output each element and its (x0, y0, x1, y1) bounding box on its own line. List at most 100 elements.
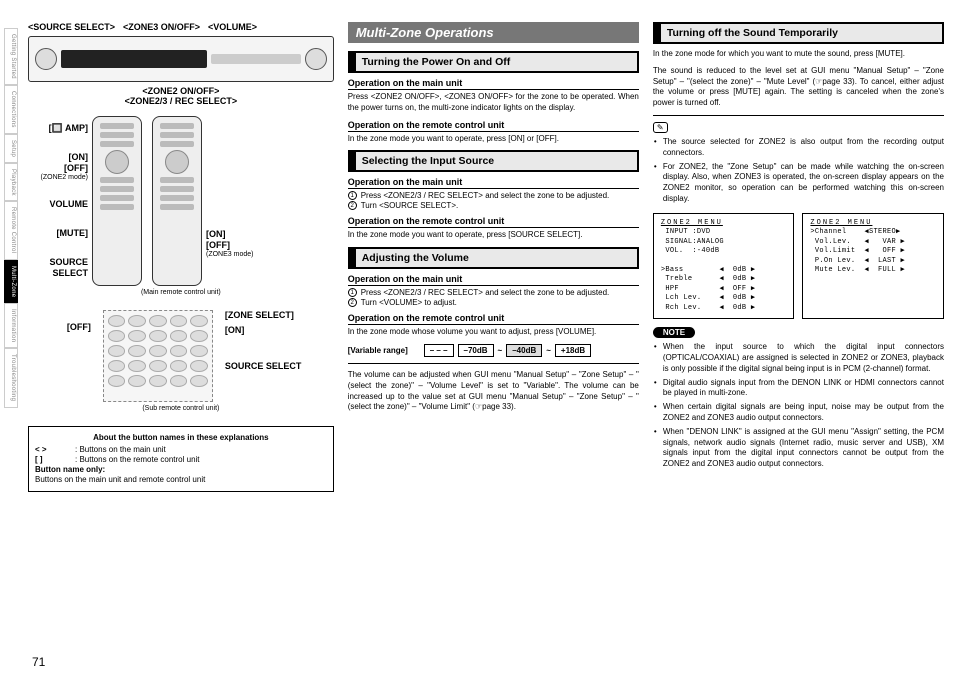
step-number-icon: 1 (348, 288, 357, 297)
sidetab-active[interactable]: Multi-Zone (4, 260, 18, 303)
pencil-icon: ✎ (653, 122, 668, 133)
about-txt: : Buttons on the remote control unit (75, 455, 200, 464)
callout: [ON] (225, 325, 311, 336)
about-sym: [ ] (35, 455, 69, 464)
info-bullets: The source selected for ZONE2 is also ou… (653, 137, 944, 205)
range-seg: +18dB (555, 344, 591, 357)
op-heading: Operation on the remote control unit (348, 216, 639, 228)
subsection-heading: Selecting the Input Source (348, 150, 639, 172)
col-left: <SOURCE SELECT> <ZONE3 ON/OFF> <VOLUME> … (28, 22, 334, 659)
op-heading: Operation on the main unit (348, 177, 639, 189)
subsection-heading: Turning the Power On and Off (348, 51, 639, 73)
col-mid: Multi-Zone Operations Turning the Power … (348, 22, 639, 659)
about-txt: : Buttons on the main unit (75, 445, 166, 454)
remote-illustration (152, 116, 202, 286)
sidetab[interactable]: Setup (4, 134, 18, 163)
callout: [ON] (28, 152, 88, 163)
buttons-icon (211, 54, 301, 64)
tilde-icon: ~ (546, 346, 551, 355)
sidetab[interactable]: Playback (4, 163, 18, 202)
body-text: In the zone mode for which you want to m… (653, 49, 944, 60)
callout: SOURCE SELECT (225, 361, 311, 372)
note-badge: NOTE (653, 327, 695, 338)
section-title: Multi-Zone Operations (348, 22, 639, 43)
bullet: Digital audio signals input from the DEN… (663, 378, 944, 400)
body-text: In the zone mode you want to operate, pr… (348, 230, 639, 241)
body-text: In the zone mode whose volume you want t… (348, 327, 639, 338)
step-text: Press <ZONE2/3 / REC SELECT> and select … (361, 288, 610, 297)
label: <ZONE2/3 / REC SELECT> (28, 96, 334, 106)
callout: [🔲 AMP] (28, 123, 88, 134)
sub-remote-illustration (103, 310, 213, 402)
label: <ZONE2 ON/OFF> (28, 86, 334, 96)
bullet: When certain digital signals are being i… (663, 402, 944, 424)
side-nav: Getting Started Connections Setup Playba… (4, 28, 18, 408)
about-title: About the button names in these explanat… (35, 433, 327, 442)
step-text: Press <ZONE2/3 / REC SELECT> and select … (361, 191, 610, 200)
bullet: For ZONE2, the "Zone Setup" can be made … (663, 162, 944, 205)
display-icon (61, 50, 207, 68)
callout: [MUTE] (28, 228, 88, 239)
osd-menu: ZONE2 MENU INPUT :DVD SIGNAL:ANALOG VOL.… (653, 213, 795, 319)
menu-title: ZONE2 MENU (661, 219, 723, 227)
page-columns: <SOURCE SELECT> <ZONE3 ON/OFF> <VOLUME> … (28, 22, 944, 659)
range-seg: –70dB (458, 344, 494, 357)
sidetab[interactable]: Remote Control (4, 201, 18, 259)
callout: [OFF] (28, 163, 88, 174)
subsection-heading: Turning off the Sound Temporarily (653, 22, 944, 44)
body-text: The volume can be adjusted when GUI menu… (348, 370, 639, 413)
sidetab[interactable]: Troubleshooting (4, 348, 18, 407)
bullet: The source selected for ZONE2 is also ou… (663, 137, 944, 159)
main-unit-top-labels: <SOURCE SELECT> <ZONE3 ON/OFF> <VOLUME> (28, 22, 334, 32)
knob-icon (305, 48, 327, 70)
callout: [ON] (206, 229, 254, 240)
op-heading: Operation on the main unit (348, 78, 639, 90)
callout: [OFF] (206, 240, 254, 251)
about-box: About the button names in these explanat… (28, 426, 334, 492)
callout: VOLUME (28, 199, 88, 210)
callout-sub: (ZONE2 mode) (28, 174, 88, 181)
step-number-icon: 2 (348, 201, 357, 210)
remote-caption: (Main remote control unit) (28, 289, 334, 296)
menu-body: >Channel ◀STEREO▶ Vol.Lev. ◀ VAR ▶ Vol.L… (810, 228, 905, 274)
op-heading: Operation on the remote control unit (348, 120, 639, 132)
about-txt: Buttons on the main unit and remote cont… (35, 475, 205, 484)
callout: SOURCE SELECT (28, 257, 88, 280)
range-seg: – – – (424, 344, 454, 357)
knob-icon (35, 48, 57, 70)
step-text: Turn <SOURCE SELECT>. (361, 201, 459, 210)
bullet: When the input source to which the digit… (663, 342, 944, 374)
about-bold: Button name only: (35, 465, 105, 474)
op-heading: Operation on the remote control unit (348, 313, 639, 325)
range-seg-highlight: –40dB (506, 344, 542, 357)
about-sym: < > (35, 445, 69, 454)
range-label: [Variable range] (348, 346, 408, 355)
step-number-icon: 1 (348, 191, 357, 200)
label: <ZONE3 ON/OFF> (123, 22, 200, 32)
callout-sub: (ZONE3 mode) (206, 251, 254, 258)
remote-illustration (92, 116, 142, 286)
bullet: When "DENON LINK" is assigned at the GUI… (663, 427, 944, 470)
sidetab[interactable]: Information (4, 303, 18, 348)
osd-menus: ZONE2 MENU INPUT :DVD SIGNAL:ANALOG VOL.… (653, 213, 944, 319)
main-unit-mid-labels: <ZONE2 ON/OFF> <ZONE2/3 / REC SELECT> (28, 86, 334, 106)
tilde-icon: ~ (498, 346, 503, 355)
sidetab[interactable]: Connections (4, 85, 18, 134)
variable-range: [Variable range] – – – –70dB ~ –40dB ~ +… (348, 344, 639, 357)
sub-remote-caption: (Sub remote control unit) (28, 405, 334, 412)
note-bullets: When the input source to which the digit… (653, 342, 944, 470)
body-text: Press <ZONE2 ON/OFF>, <ZONE3 ON/OFF> for… (348, 92, 639, 114)
callout: [OFF] (51, 322, 91, 333)
main-unit-illustration (28, 36, 334, 82)
osd-menu: ZONE2 MENU >Channel ◀STEREO▶ Vol.Lev. ◀ … (802, 213, 944, 319)
step-text: Turn <VOLUME> to adjust. (361, 298, 457, 307)
label: <SOURCE SELECT> (28, 22, 115, 32)
sidetab[interactable]: Getting Started (4, 28, 18, 85)
callout: [ZONE SELECT] (225, 310, 311, 321)
label: <VOLUME> (208, 22, 257, 32)
step-number-icon: 2 (348, 298, 357, 307)
body-text: The sound is reduced to the level set at… (653, 66, 944, 109)
menu-body: INPUT :DVD SIGNAL:ANALOG VOL. :-40dB >Ba… (661, 228, 756, 312)
subsection-heading: Adjusting the Volume (348, 247, 639, 269)
body-text: In the zone mode you want to operate, pr… (348, 134, 639, 145)
